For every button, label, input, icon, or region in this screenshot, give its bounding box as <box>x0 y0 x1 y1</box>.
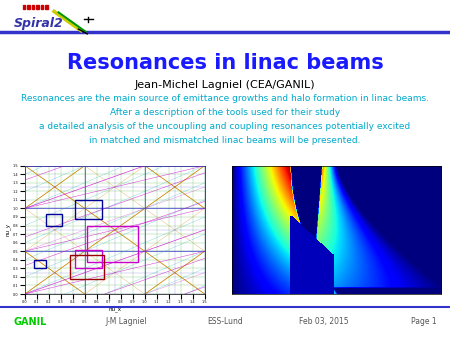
Bar <box>70 255 104 279</box>
Text: ESS-Lund: ESS-Lund <box>207 317 243 326</box>
Bar <box>27 5 30 9</box>
Bar <box>34 260 46 268</box>
Text: Feb 03, 2015: Feb 03, 2015 <box>299 317 349 326</box>
Text: Resonances are the main source of emittance growths and halo formation in linac : Resonances are the main source of emitta… <box>21 94 429 145</box>
Bar <box>45 5 48 9</box>
Text: J-M Lagniel: J-M Lagniel <box>105 317 147 326</box>
Bar <box>75 200 102 219</box>
Text: Jean-Michel Lagniel (CEA/GANIL): Jean-Michel Lagniel (CEA/GANIL) <box>135 80 315 90</box>
Bar <box>32 5 34 9</box>
Text: Page 1: Page 1 <box>411 317 436 326</box>
Bar <box>22 5 25 9</box>
Text: Spiral2: Spiral2 <box>14 17 63 30</box>
Text: GANIL: GANIL <box>14 317 47 327</box>
Bar <box>36 5 39 9</box>
Y-axis label: nu_y: nu_y <box>5 223 10 236</box>
Bar <box>87 225 138 262</box>
Text: Resonances in linac beams: Resonances in linac beams <box>67 52 383 73</box>
X-axis label: nu_x: nu_x <box>108 307 121 312</box>
Bar <box>75 249 102 268</box>
Bar <box>40 5 43 9</box>
Bar <box>46 214 62 225</box>
